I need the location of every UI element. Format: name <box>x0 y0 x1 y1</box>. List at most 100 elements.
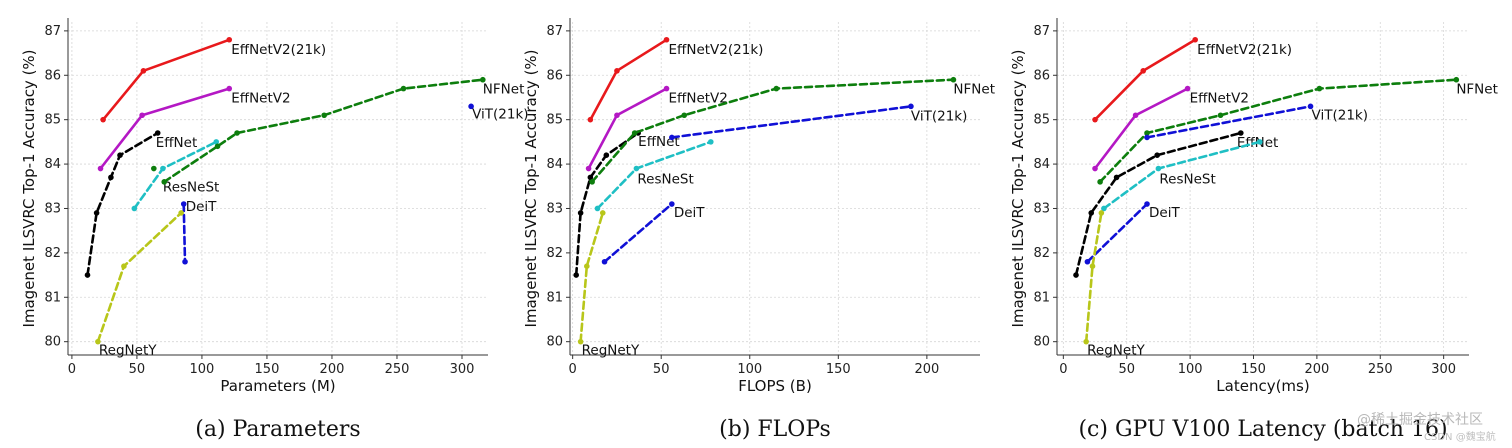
series-label-effnetv2-21k: EffNetV2(21k) <box>231 42 326 58</box>
series-vit-21k: ViT(21k) <box>669 103 967 141</box>
data-point-resnest <box>707 139 714 145</box>
series-regnety: RegNetY <box>577 210 640 359</box>
watermark-small-text: CSDN @魏宝航 <box>1424 430 1496 443</box>
data-point-deit <box>1084 258 1091 265</box>
x-tick-label: 50 <box>653 362 670 377</box>
watermark-text: @稀土掘金技术社区 <box>1357 412 1483 428</box>
data-point-regnety <box>1083 338 1089 345</box>
series-line-regnety <box>579 211 605 344</box>
series-resnest: ResNeSt <box>594 139 714 212</box>
chart-panel-1: 80 81 82 83 84 85 86 87 0 50 100 150 200 250 300 Parame… <box>20 18 529 442</box>
x-tick-label: 150 <box>1241 362 1266 377</box>
data-point-effnetv2-21k <box>614 68 620 74</box>
series-line-nfnet <box>590 78 955 184</box>
data-point-deit <box>180 201 187 207</box>
data-point-regnety <box>584 263 590 270</box>
x-tick-label: 300 <box>450 362 475 377</box>
data-point-resnest <box>160 165 166 172</box>
data-point-effnetv2 <box>663 85 670 92</box>
series-label-regnety: RegNetY <box>1087 343 1145 359</box>
data-point-effnetv2-21k <box>1140 68 1147 74</box>
series-label-effnetv2: EffNetV2 <box>231 91 290 107</box>
data-point-resnest <box>594 205 601 212</box>
y-tick-label: 81 <box>44 290 61 305</box>
data-point-nfnet <box>1217 112 1224 119</box>
data-point-vit-21k <box>908 103 914 110</box>
data-point-extra <box>151 165 157 172</box>
series-label-vit-21k: ViT(21k) <box>911 108 967 124</box>
data-point-resnest <box>131 205 138 212</box>
x-tick-label: 200 <box>320 362 345 377</box>
series-line-deit <box>1086 202 1149 264</box>
series-label-effnetv2: EffNetV2 <box>669 91 728 107</box>
data-point-effnetv2-21k <box>1192 36 1198 43</box>
x-tick-label: 200 <box>1304 362 1329 377</box>
chart-panel-2: 80 81 82 83 84 85 86 87 0 50 100 150 200 FLOPS (B) Ima… <box>522 18 995 442</box>
data-point-resnest <box>1155 165 1162 172</box>
x-tick-label: 50 <box>1118 362 1135 377</box>
y-tick-label: 83 <box>1033 201 1050 216</box>
data-point-effnetv2-21k <box>100 116 106 123</box>
y-tick-label: 82 <box>546 246 563 261</box>
y-tick-label: 87 <box>546 24 563 39</box>
data-point-nfnet <box>773 85 780 92</box>
data-point-nfnet <box>1144 130 1150 136</box>
x-tick-label: 0 <box>1059 362 1067 377</box>
y-axis-label: Imagenet ILSVRC Top-1 Accuracy (%) <box>522 49 540 327</box>
data-point-nfnet <box>161 179 168 185</box>
series-line-vit-21k <box>1145 105 1312 139</box>
y-tick-label: 86 <box>1033 68 1050 83</box>
series-label-nfnet: NFNet <box>483 82 525 98</box>
series-deit: DeiT <box>601 201 705 265</box>
data-point-nfnet <box>400 85 407 92</box>
data-point-regnety <box>95 338 101 345</box>
series-effnetv2-21k: EffNetV2(21k) <box>100 36 326 123</box>
y-tick-label: 80 <box>1033 335 1050 350</box>
x-tick-label: 200 <box>914 362 939 377</box>
data-point-effnet <box>108 174 114 181</box>
series-deit: DeiT <box>1084 201 1180 265</box>
y-tick-label: 83 <box>546 201 563 216</box>
data-point-nfnet <box>631 130 638 136</box>
series-label-effnet: EffNet <box>156 135 198 151</box>
y-tick-label: 84 <box>1033 157 1050 172</box>
series-line-effnetv2 <box>1093 87 1189 170</box>
y-tick-label: 84 <box>44 157 61 172</box>
x-tick-label: 50 <box>129 362 146 377</box>
x-tick-label: 250 <box>1368 362 1393 377</box>
series-label-effnetv2-21k: EffNetV2(21k) <box>669 42 764 58</box>
series-line-deit <box>603 202 674 264</box>
data-point-effnetv2 <box>139 112 145 119</box>
data-point-vit-21k <box>468 103 474 110</box>
data-point-effnetv2 <box>226 85 233 92</box>
y-tick-label: 83 <box>44 201 61 216</box>
series-vit-21k: ViT(21k) <box>1144 103 1368 141</box>
data-point-effnetv2 <box>614 112 620 119</box>
data-point-resnest <box>213 139 220 145</box>
data-point-effnet <box>1073 272 1079 278</box>
series-effnetv2: EffNetV2 <box>1092 85 1249 172</box>
y-axis-label: Imagenet ILSVRC Top-1 Accuracy (%) <box>20 49 38 327</box>
y-tick-label: 87 <box>1033 24 1050 39</box>
series-line-regnety <box>1084 211 1103 344</box>
chart-panel-3: 80 81 82 83 84 85 86 87 0 50 100 150 200 250 300 Latenc… <box>1009 18 1498 442</box>
y-tick-label: 80 <box>546 335 563 350</box>
y-axis-label: Imagenet ILSVRC Top-1 Accuracy (%) <box>1009 49 1027 327</box>
series-resnest: ResNeSt <box>131 139 220 212</box>
data-point-nfnet <box>214 143 221 150</box>
y-tick-label: 84 <box>546 157 563 172</box>
data-point-effnet <box>117 152 123 158</box>
x-tick-label: 0 <box>569 362 577 377</box>
y-tick-label: 87 <box>44 24 61 39</box>
series-resnest: ResNeSt <box>1101 139 1263 212</box>
series-label-nfnet: NFNet <box>953 82 995 98</box>
data-point-vit-21k <box>1307 103 1314 110</box>
panel-caption: (b) FLOPs <box>719 417 831 442</box>
data-point-nfnet <box>1097 179 1103 185</box>
data-point-resnest <box>633 165 640 172</box>
data-point-effnetv2-21k <box>1092 116 1098 123</box>
series-label-deit: DeiT <box>1149 205 1180 221</box>
x-axis-label: FLOPS (B) <box>738 377 812 395</box>
series-label-nfnet: NFNet <box>1456 82 1498 98</box>
data-point-nfnet <box>1316 85 1323 92</box>
